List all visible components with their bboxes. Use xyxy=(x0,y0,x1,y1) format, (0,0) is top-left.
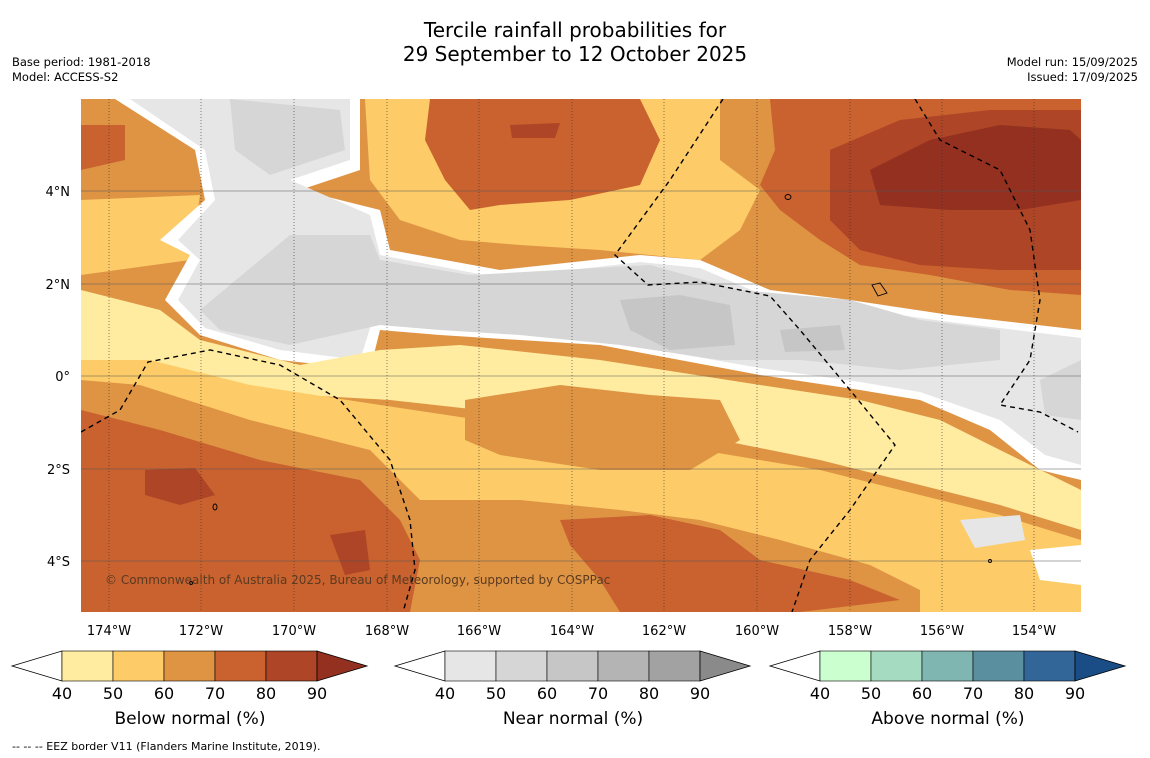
colorbar-tick-label: 60 xyxy=(154,684,174,703)
longitude-label: 174°W xyxy=(87,624,131,639)
copyright-text: © Commonwealth of Australia 2025, Bureau… xyxy=(105,573,610,587)
region-near-70-east xyxy=(780,325,845,352)
colorbar-tick-label: 50 xyxy=(861,684,881,703)
colorbar-label-below: Below normal (%) xyxy=(114,709,266,729)
region-below-90-sw2 xyxy=(330,530,370,575)
colorbar-legends: 40 50 60 70 80 90 40 50 60 70 80 90 40 50 60 70 80 90 xyxy=(10,650,1127,703)
islands xyxy=(189,194,992,585)
map-title: Tercile rainfall probabilities for 29 Se… xyxy=(0,18,1150,66)
colorbar: 40 50 60 70 80 90 xyxy=(10,650,369,703)
region-near-50-se xyxy=(960,515,1025,548)
colorbar-tick-label: 90 xyxy=(1065,684,1085,703)
issued-date: Issued: 17/09/2025 xyxy=(1027,70,1138,84)
colorbar-label-near: Near normal (%) xyxy=(502,709,644,729)
colorbar-tick-label: 60 xyxy=(912,684,932,703)
colorbar-extend-high xyxy=(699,650,752,682)
colorbar-extend-low xyxy=(10,650,63,682)
colorbar: 40 50 60 70 80 90 xyxy=(768,650,1127,703)
colorbar-segment xyxy=(546,650,599,682)
colorbar-segment xyxy=(972,650,1025,682)
latitude-label: 0° xyxy=(55,370,70,385)
region-below-80-sw xyxy=(81,410,420,612)
colorbar-segment xyxy=(163,650,216,682)
longitude-labels: 174°W 172°W 170°W 168°W 166°W 164°W 162°W 160°W… xyxy=(87,624,1056,639)
region-white-se xyxy=(1030,545,1081,585)
colorbar-tick-label: 50 xyxy=(103,684,123,703)
probability-field xyxy=(81,99,1081,612)
region-below-max-ne xyxy=(870,125,1081,210)
colorbar-tick-label: 40 xyxy=(435,684,455,703)
colorbar-segment xyxy=(597,650,650,682)
colorbar-extend-high xyxy=(1074,650,1127,682)
region-below-80-nw xyxy=(81,125,125,170)
region-near-60-north xyxy=(230,99,345,175)
longitude-label: 166°W xyxy=(457,624,501,639)
longitude-label: 170°W xyxy=(272,624,316,639)
latitude-label: 2°S xyxy=(47,463,70,478)
region-below-90-north xyxy=(510,123,560,138)
colorbar-tick-label: 80 xyxy=(256,684,276,703)
colorbar-tick-label: 60 xyxy=(537,684,557,703)
longitude-label: 156°W xyxy=(920,624,964,639)
colorbar-segment xyxy=(265,650,318,682)
meta-left: Base period: 1981-2018 Model: ACCESS-S2 xyxy=(12,55,151,85)
region-below-80-north xyxy=(425,99,660,210)
colorbar-tick-label: 70 xyxy=(205,684,225,703)
longitude-label: 168°W xyxy=(365,624,409,639)
latitude-label: 2°N xyxy=(46,278,71,293)
colorbar-segment xyxy=(495,650,548,682)
colorbar-tick-label: 40 xyxy=(810,684,830,703)
colorbar-tick-label: 90 xyxy=(307,684,327,703)
longitude-label: 158°W xyxy=(828,624,872,639)
latitude-label: 4°S xyxy=(47,555,70,570)
longitude-label: 164°W xyxy=(550,624,594,639)
base-period: Base period: 1981-2018 xyxy=(12,55,151,69)
colorbar-segment xyxy=(1023,650,1076,682)
colorbar-label-above: Above normal (%) xyxy=(871,709,1025,729)
title-line-2: 29 September to 12 October 2025 xyxy=(402,42,748,66)
longitude-label: 154°W xyxy=(1012,624,1056,639)
region-near-70 xyxy=(620,295,735,350)
colorbar-segment xyxy=(61,650,114,682)
latitude-gridlines xyxy=(81,190,1081,562)
colorbar-segment xyxy=(112,650,165,682)
region-below-60-nw xyxy=(81,195,200,275)
region-below-70-sc xyxy=(465,385,740,470)
colorbar-segment xyxy=(921,650,974,682)
longitude-label: 172°W xyxy=(179,624,223,639)
longitude-label: 162°W xyxy=(642,624,686,639)
colorbar-extend-low xyxy=(393,650,446,682)
colorbar-tick-label: 80 xyxy=(639,684,659,703)
colorbar-segment xyxy=(870,650,923,682)
colorbar-extend-low xyxy=(768,650,821,682)
colorbar-extend-high xyxy=(316,650,369,682)
model-run: Model run: 15/09/2025 xyxy=(1006,55,1138,69)
region-below-80-s xyxy=(560,515,900,612)
eez-borders xyxy=(81,99,1079,612)
colorbar-segment xyxy=(819,650,872,682)
colorbar: 40 50 60 70 80 90 xyxy=(393,650,752,703)
region-below-90-sw xyxy=(145,468,215,505)
title-line-1: Tercile rainfall probabilities for xyxy=(423,18,727,42)
colorbar-tick-label: 90 xyxy=(690,684,710,703)
colorbar-segment xyxy=(214,650,267,682)
colorbar-tick-label: 40 xyxy=(52,684,72,703)
colorbar-segment xyxy=(648,650,701,682)
region-near-60-east xyxy=(1040,360,1081,420)
colorbar-tick-label: 50 xyxy=(486,684,506,703)
model-name: Model: ACCESS-S2 xyxy=(12,70,119,84)
colorbar-tick-label: 70 xyxy=(588,684,608,703)
meta-right: Model run: 15/09/2025 Issued: 17/09/2025 xyxy=(1007,55,1138,85)
latitude-label: 4°N xyxy=(46,185,71,200)
colorbar-tick-label: 70 xyxy=(963,684,983,703)
latitude-labels: 4°N 2°N 0° 2°S 4°S xyxy=(46,185,71,570)
colorbar-tick-label: 80 xyxy=(1014,684,1034,703)
longitude-label: 160°W xyxy=(735,624,779,639)
colorbar-segment xyxy=(444,650,497,682)
eez-footnote: -- -- -- EEZ border V11 (Flanders Marine… xyxy=(12,740,321,753)
